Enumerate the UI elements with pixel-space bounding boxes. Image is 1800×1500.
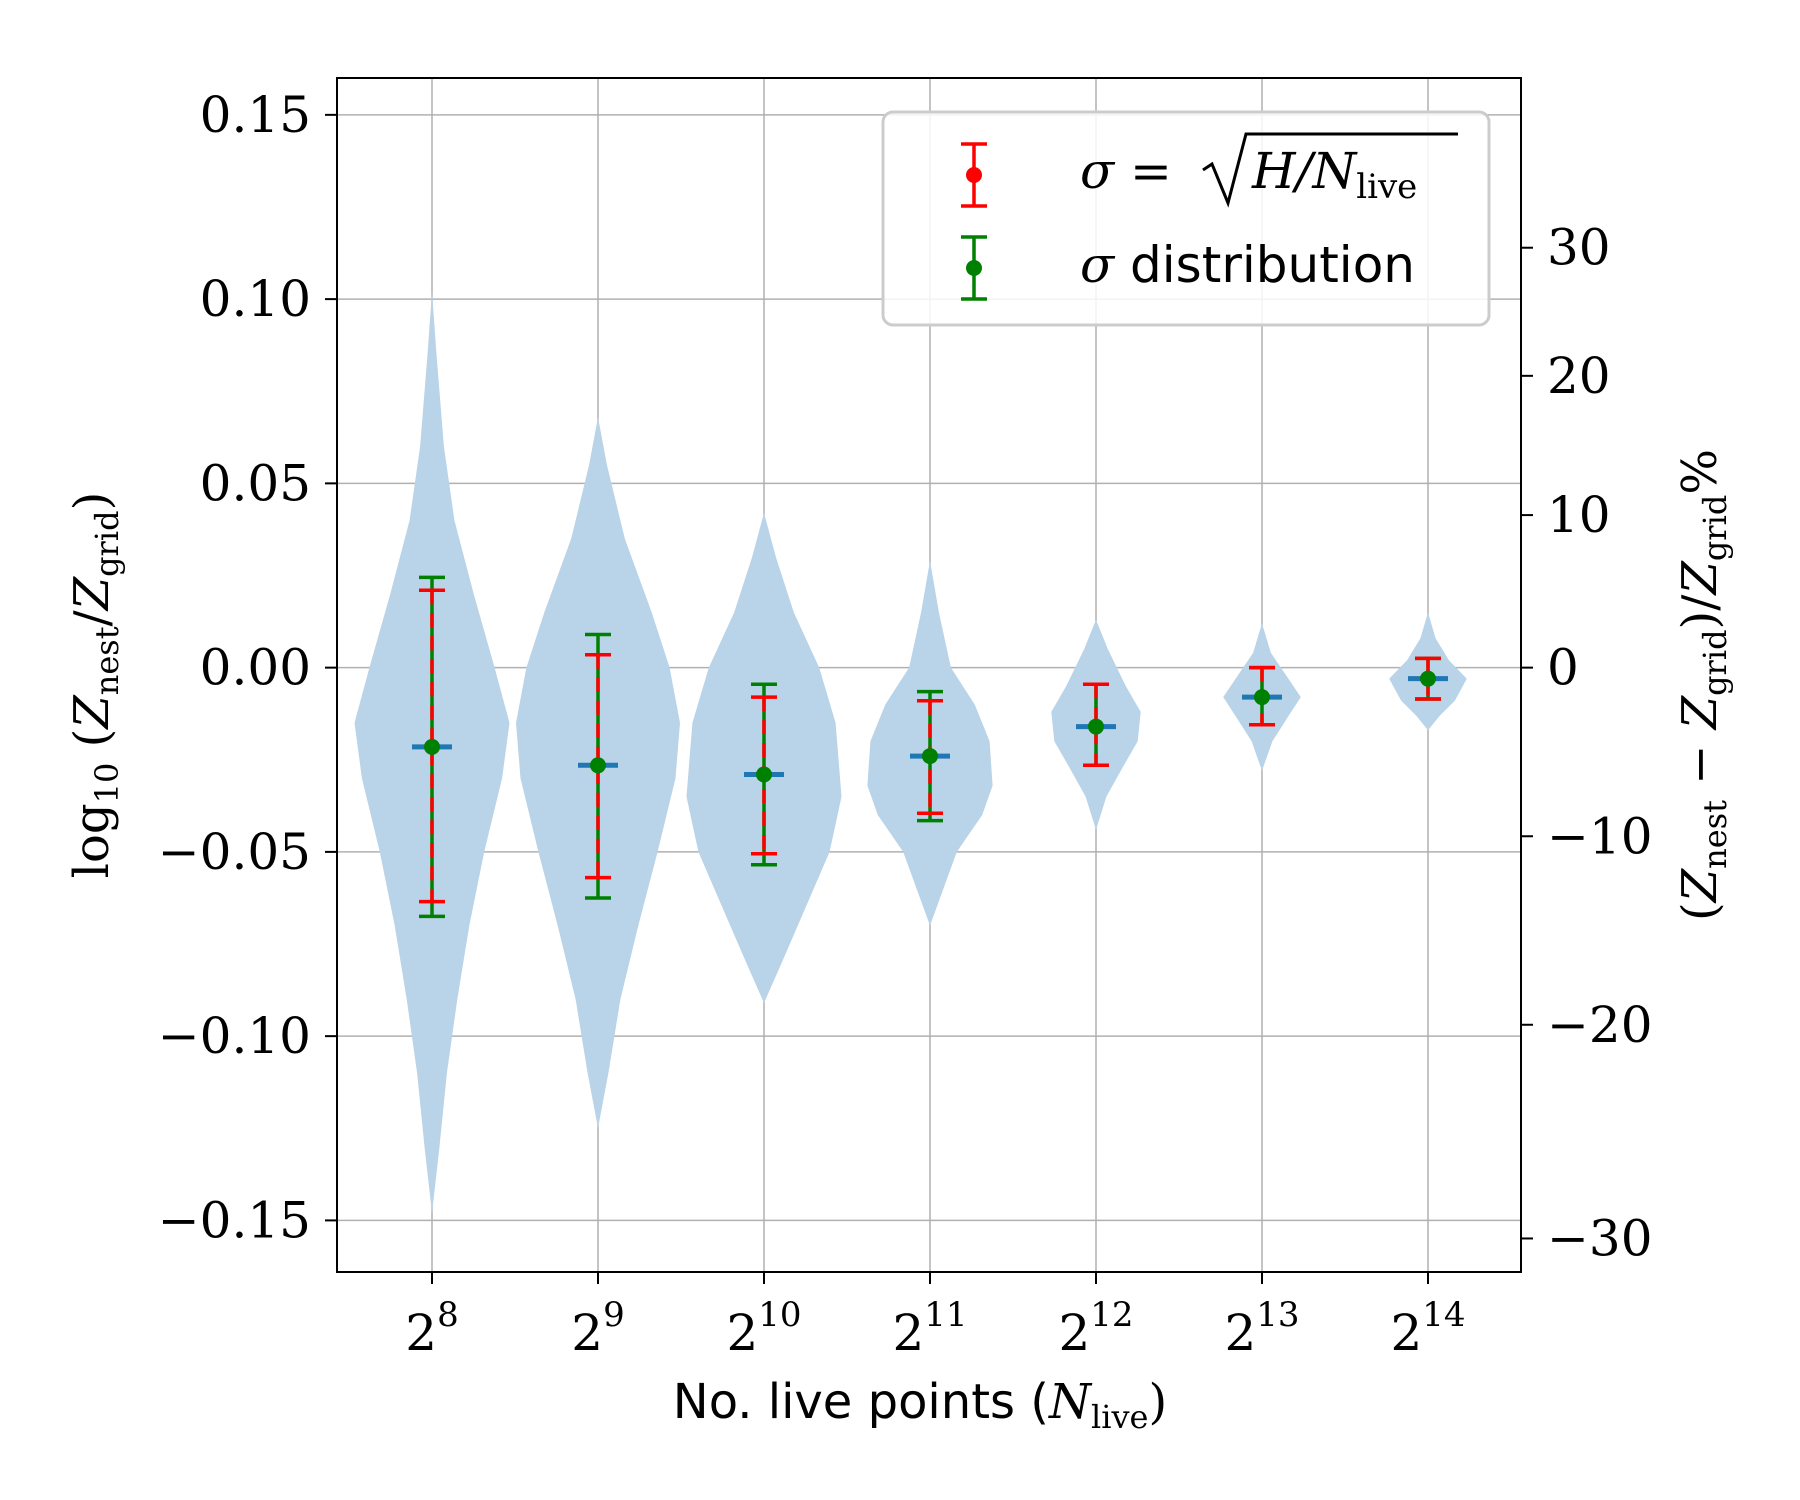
- x-tick-label: 212: [1058, 1295, 1133, 1362]
- median-point: [922, 748, 938, 765]
- y2-tick-label: 0: [1547, 639, 1579, 697]
- right-axis-ticks: 30 20 10 0 −10 −20 −30: [1521, 219, 1653, 1267]
- y-tick-label: −0.10: [158, 1007, 311, 1065]
- legend-sqrt-sign: [1202, 132, 1458, 208]
- legend-dot: [966, 260, 982, 276]
- y2-tick-label: 30: [1547, 219, 1611, 277]
- median-point: [424, 738, 440, 755]
- y2-tick-label: −20: [1547, 996, 1653, 1054]
- y-axis-label-left: log10 (Znest/Zgrid): [64, 492, 126, 879]
- y-tick-label: 0.10: [200, 270, 311, 328]
- legend-marker-red-errorbar: [961, 142, 987, 208]
- y-tick-label: 0.05: [200, 454, 311, 512]
- y-tick-label: −0.15: [158, 1191, 311, 1249]
- x-tick-label: 211: [892, 1295, 967, 1362]
- legend-dot: [966, 167, 982, 183]
- error-bars: [412, 575, 1448, 919]
- left-axis-ticks: 0.15 0.10 0.05 0.00 −0.05 −0.10 −0.15: [158, 86, 337, 1249]
- y-tick-label: 0.15: [200, 86, 311, 144]
- y2-tick-label: 20: [1547, 347, 1611, 405]
- median-point: [1254, 689, 1270, 706]
- legend: σ = H/Nlive σ distribution: [881, 110, 1491, 327]
- x-tick-label: 214: [1390, 1295, 1465, 1362]
- x-tick-label: 210: [726, 1295, 801, 1362]
- y2-tick-label: 10: [1547, 486, 1611, 544]
- median-point: [590, 757, 606, 774]
- x-tick-label: 29: [571, 1295, 624, 1362]
- violins: [354, 291, 1467, 1213]
- y2-tick-label: −10: [1547, 807, 1653, 865]
- y-tick-label: −0.05: [158, 823, 311, 881]
- legend-entry-sqrt: σ =: [1080, 142, 1172, 200]
- legend-box: [881, 110, 1491, 327]
- median-point: [1088, 718, 1104, 735]
- x-tick-label: 213: [1224, 1295, 1299, 1362]
- x-axis-label: No. live points (Nlive): [673, 1374, 1167, 1436]
- median-point: [756, 766, 772, 783]
- y2-tick-label: −30: [1547, 1209, 1653, 1267]
- legend-entry-sqrt-radicand: H/Nlive: [1251, 142, 1417, 207]
- legend-marker-green-errorbar: [961, 235, 987, 301]
- y-axis-label-right: (Znest − Zgrid)/Zgrid%: [1672, 449, 1734, 921]
- y-tick-label: 0.00: [200, 639, 311, 697]
- x-tick-label: 28: [405, 1295, 458, 1362]
- x-axis-ticks: 28 29 210 211 212 213 214: [405, 1272, 1466, 1362]
- median-point: [1420, 670, 1436, 687]
- legend-entry-distribution: σ distribution: [1080, 236, 1415, 294]
